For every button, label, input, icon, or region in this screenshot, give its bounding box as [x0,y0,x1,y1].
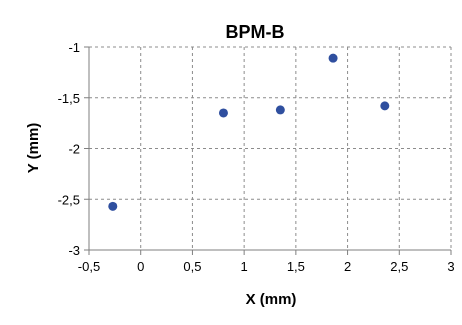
y-tick-label: -1,5 [58,91,80,106]
y-tick-label: -2,5 [58,192,80,207]
x-tick-label: 2,5 [390,259,408,274]
x-tick-label: 1,5 [287,259,305,274]
data-point [275,105,285,115]
chart-title: BPM-B [226,22,285,42]
data-points [108,53,390,211]
y-tick-label: -2 [68,142,80,157]
data-point [380,101,390,111]
x-tick-label: -0,5 [78,259,100,274]
x-axis-ticks: -0,5 0 0,5 1 1,5 2 2,5 3 [78,250,455,274]
x-tick-label: 1 [241,259,248,274]
data-point [108,201,118,211]
x-tick-label: 0 [137,259,144,274]
y-tick-label: -1 [68,40,80,55]
x-tick-label: 3 [447,259,454,274]
data-point [218,108,228,118]
grid [89,46,452,250]
x-axis-title: X (mm) [246,291,297,308]
y-axis-title: Y (mm) [25,123,42,174]
data-point [328,53,338,63]
x-tick-label: 0,5 [183,259,201,274]
y-axis-ticks: -3 -2,5 -2 -1,5 -1 [58,40,89,258]
x-tick-label: 2 [344,259,351,274]
y-tick-label: -3 [68,243,80,258]
